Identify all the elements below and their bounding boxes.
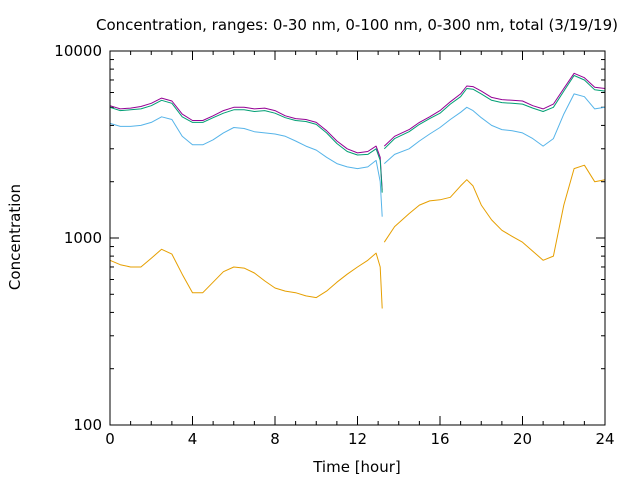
y-tick-label: 100 <box>73 416 102 434</box>
x-tick-label: 4 <box>188 430 198 448</box>
series-line-4-segment-1 <box>109 248 383 309</box>
series-line-2-segment-1 <box>109 99 383 193</box>
x-axis-label: Time [hour] <box>312 458 401 476</box>
x-tick-label: 20 <box>513 430 532 448</box>
series-group <box>109 72 606 309</box>
tick-labels: 0 4 8 12 16 20 24 100 1000 10000 <box>54 42 614 448</box>
series-line-1-segment-1 <box>109 97 383 191</box>
x-tick-label: 8 <box>270 430 280 448</box>
x-tick-label: 12 <box>348 430 367 448</box>
series-line-2-segment-2 <box>383 75 606 150</box>
plot-frame <box>109 50 606 426</box>
series-line-3-segment-2 <box>383 93 606 164</box>
series-line-1-segment-2 <box>383 72 606 147</box>
chart-title: Concentration, ranges: 0-30 nm, 0-100 nm… <box>96 16 618 34</box>
y-axis-label: Concentration <box>6 184 24 290</box>
series-line-4-segment-2 <box>383 164 606 261</box>
series-line-3-segment-1 <box>109 116 383 217</box>
x-tick-label: 16 <box>430 430 449 448</box>
x-tick-label: 24 <box>595 430 614 448</box>
y-tick-label: 1000 <box>64 229 102 247</box>
y-tick-label: 10000 <box>54 42 102 60</box>
x-tick-label: 0 <box>105 430 115 448</box>
